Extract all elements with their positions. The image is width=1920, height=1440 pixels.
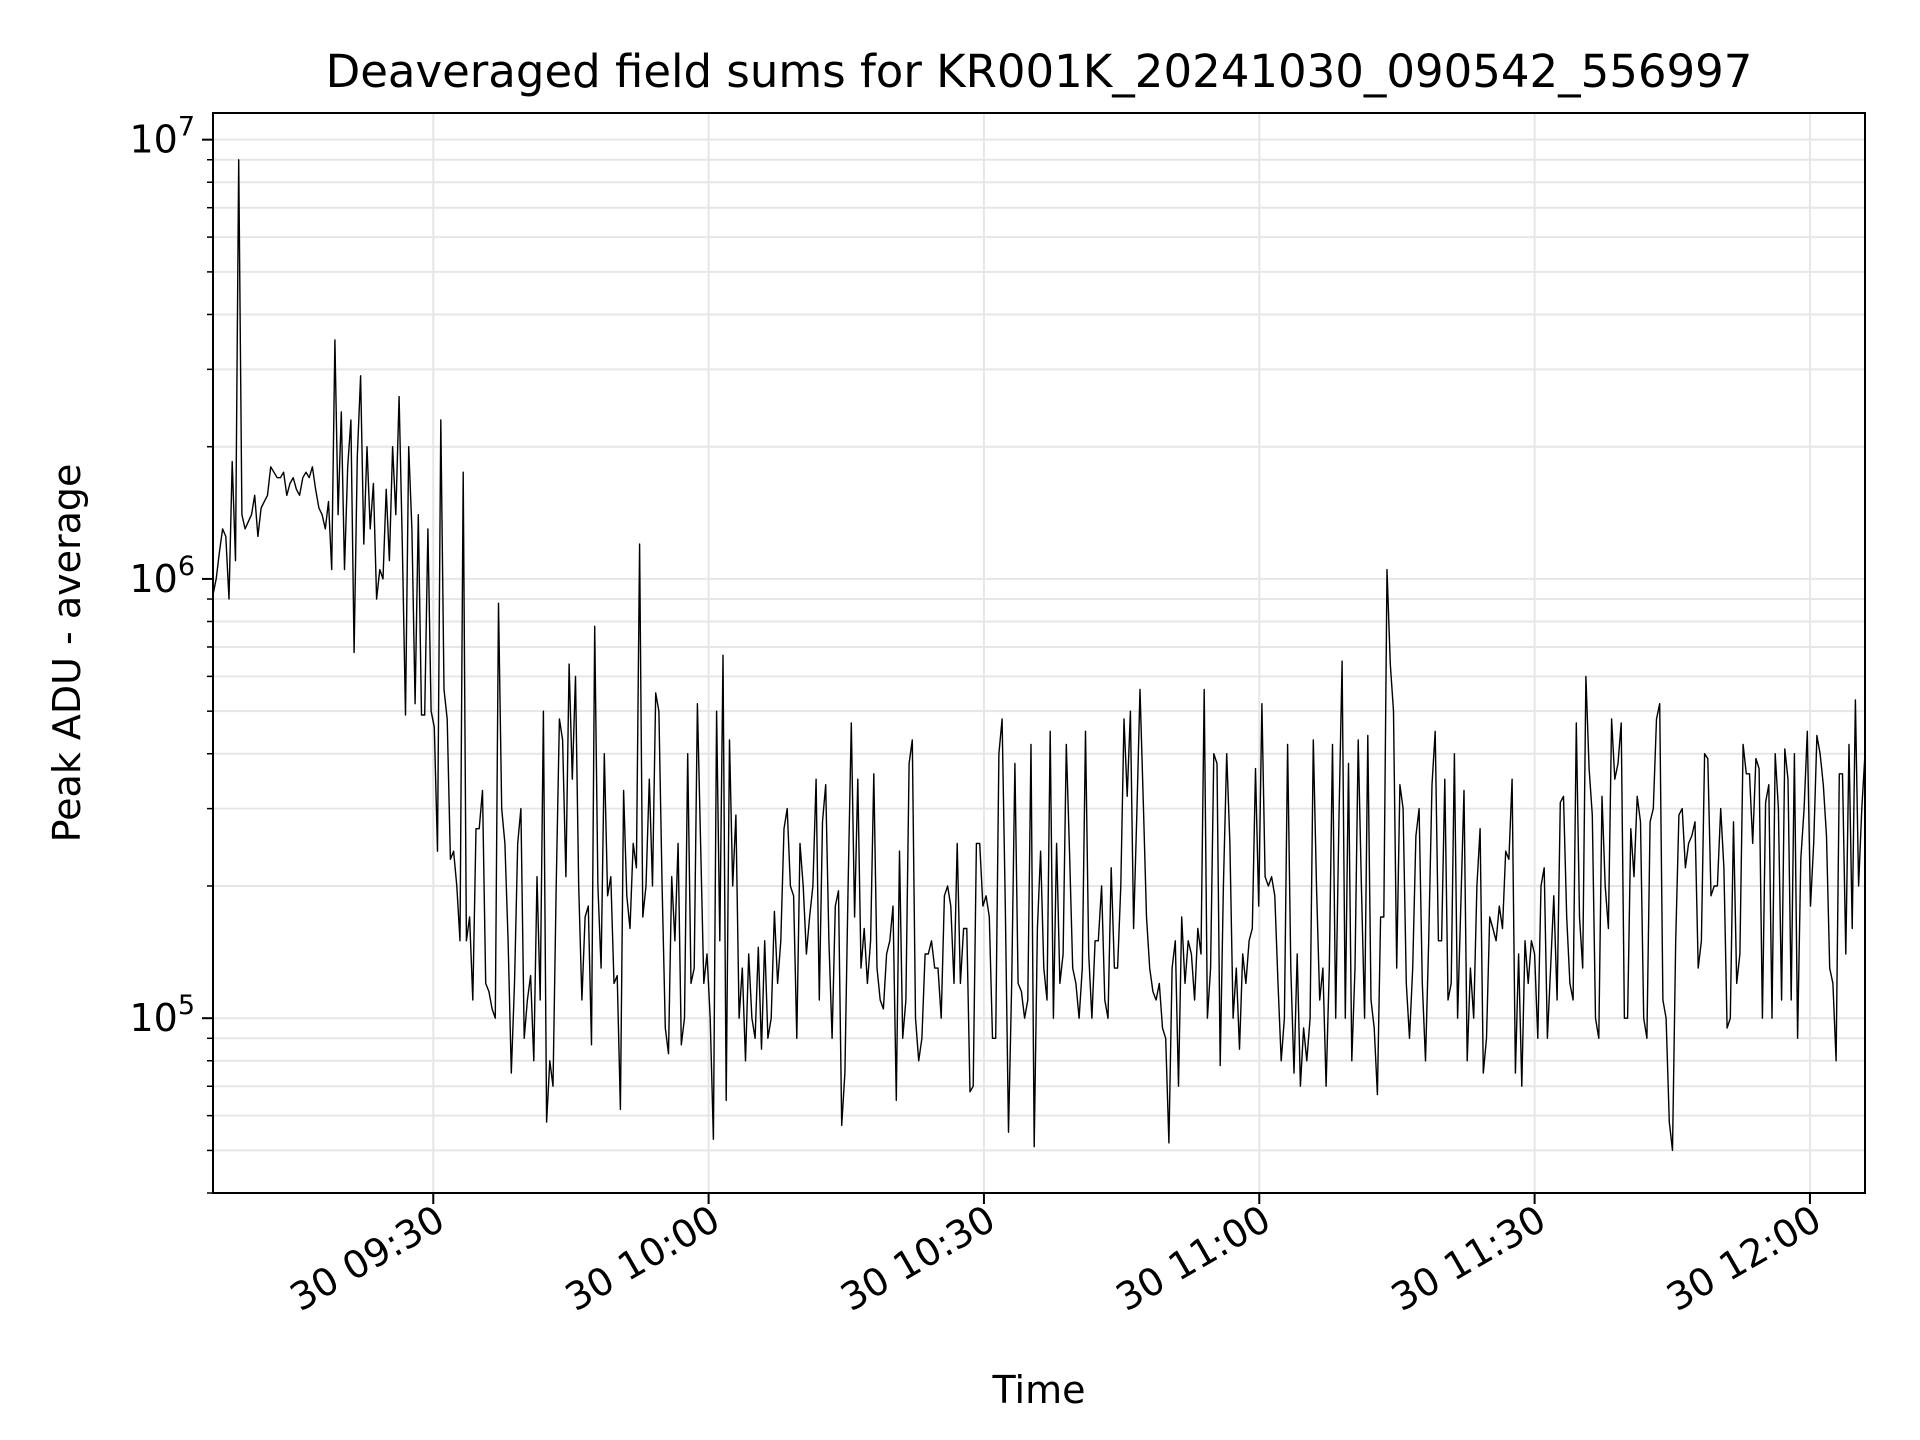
x-axis-label: Time	[992, 1368, 1086, 1412]
y-tick-label: 105	[129, 990, 195, 1040]
y-tick-label: 106	[129, 551, 195, 601]
x-tick-label: 30 11:30	[1384, 1197, 1553, 1320]
y-axis-label: Peak ADU - average	[45, 464, 89, 843]
x-tick-label: 30 10:30	[833, 1197, 1002, 1320]
plot-frame	[212, 112, 1866, 1194]
x-tick-label: 30 10:00	[558, 1197, 727, 1320]
axis-ticks: 105 106 107 30 09:30 30 10:00 30 10:30 30 11:0…	[129, 112, 1828, 1320]
x-tick-label: 30 11:00	[1109, 1197, 1278, 1320]
y-tick-label: 107	[129, 112, 195, 162]
series-line	[212, 159, 1866, 1152]
grid	[213, 113, 1865, 1194]
x-tick-label: 30 09:30	[283, 1197, 452, 1320]
chart-title: Deaveraged field sums for KR001K_2024103…	[326, 45, 1753, 98]
x-tick-label: 30 12:00	[1659, 1197, 1828, 1320]
